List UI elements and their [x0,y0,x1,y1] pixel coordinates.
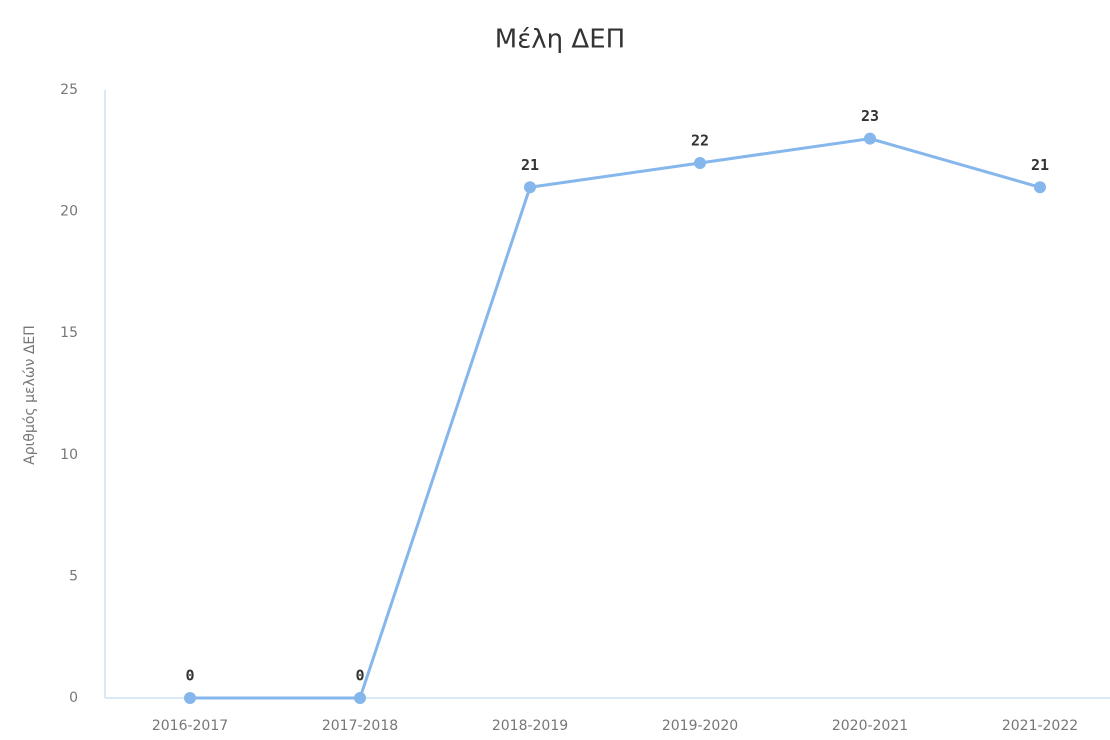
data-label: 0 [355,667,364,685]
y-tick-label: 5 [69,568,78,584]
x-tick-label: 2016-2017 [152,718,228,734]
x-tick-label: 2017-2018 [322,718,398,734]
y-tick-label: 25 [60,82,78,98]
data-label: 0 [185,667,194,685]
x-tick-label: 2019-2020 [662,718,738,734]
x-tick-label: 2020-2021 [832,718,908,734]
x-tick-label: 2021-2022 [1002,718,1078,734]
data-label: 22 [691,131,709,149]
x-tick-label: 2018-2019 [492,718,568,734]
point [184,692,196,704]
point [354,692,366,704]
point [524,181,536,194]
data-label: 21 [1031,156,1049,174]
y-tick-label: 20 [60,204,78,220]
point [694,156,706,169]
y-axis-label: Αριθμός μελών ΔΕΠ [22,325,38,465]
y-tick-label: 0 [69,690,78,706]
chart-title: Μέλη ΔΕΠ [495,25,625,55]
data-label: 23 [861,107,879,125]
y-tick-label: 15 [60,325,78,341]
point [1034,181,1046,194]
line [190,137,1041,700]
point [864,132,876,145]
data-label: 21 [521,156,539,174]
y-tick-label: 10 [60,447,78,463]
